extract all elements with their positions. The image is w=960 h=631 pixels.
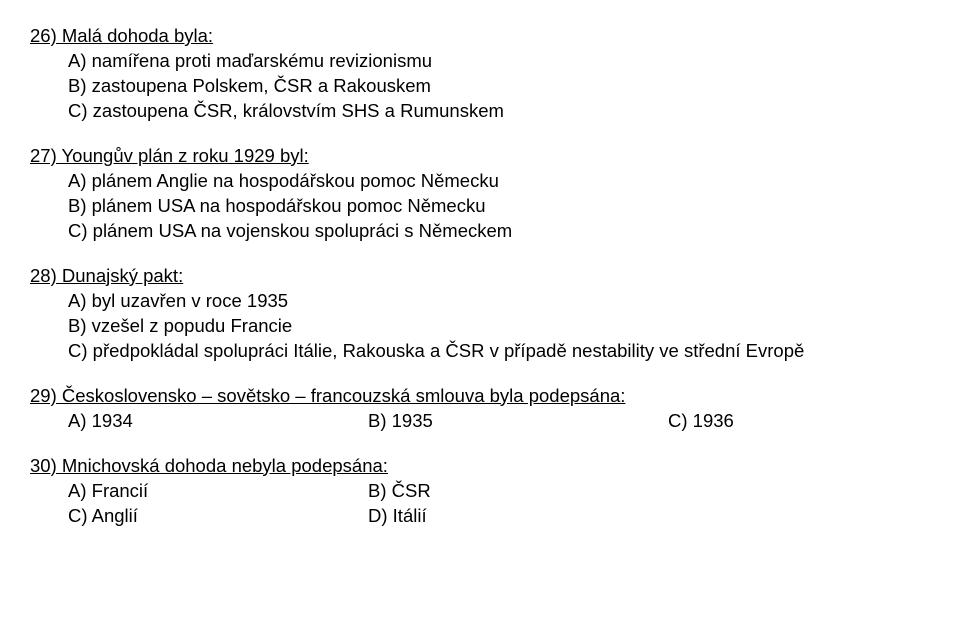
question-27-option-a: A) plánem Anglie na hospodářskou pomoc N… (30, 169, 930, 194)
question-30-options-row-2: C) Anglií D) Itálií (30, 504, 930, 529)
question-26-title: 26) Malá dohoda byla: (30, 24, 930, 49)
question-27-option-b: B) plánem USA na hospodářskou pomoc Něme… (30, 194, 930, 219)
question-28: 28) Dunajský pakt: A) byl uzavřen v roce… (30, 264, 930, 364)
question-26: 26) Malá dohoda byla: A) namířena proti … (30, 24, 930, 124)
question-29-option-b: B) 1935 (368, 409, 668, 434)
question-30-option-d: D) Itálií (368, 504, 668, 529)
question-26-option-c: C) zastoupena ČSR, královstvím SHS a Rum… (30, 99, 930, 124)
question-28-option-a: A) byl uzavřen v roce 1935 (30, 289, 930, 314)
question-26-option-a: A) namířena proti maďarskému revizionism… (30, 49, 930, 74)
question-30-options-row-1: A) Francií B) ČSR (30, 479, 930, 504)
question-27-option-c: C) plánem USA na vojenskou spolupráci s … (30, 219, 930, 244)
question-28-option-c: C) předpokládal spolupráci Itálie, Rakou… (30, 339, 930, 364)
question-28-title: 28) Dunajský pakt: (30, 264, 930, 289)
question-27-title: 27) Youngův plán z roku 1929 byl: (30, 144, 930, 169)
question-30-option-a: A) Francií (68, 479, 368, 504)
question-26-option-b: B) zastoupena Polskem, ČSR a Rakouskem (30, 74, 930, 99)
question-29: 29) Československo – sovětsko – francouz… (30, 384, 930, 434)
question-29-option-c: C) 1936 (668, 409, 868, 434)
question-30: 30) Mnichovská dohoda nebyla podepsána: … (30, 454, 930, 529)
question-27: 27) Youngův plán z roku 1929 byl: A) plá… (30, 144, 930, 244)
question-29-options-row: A) 1934 B) 1935 C) 1936 (30, 409, 930, 434)
question-30-title: 30) Mnichovská dohoda nebyla podepsána: (30, 454, 930, 479)
question-29-title: 29) Československo – sovětsko – francouz… (30, 384, 930, 409)
question-29-option-a: A) 1934 (68, 409, 368, 434)
question-30-option-b: B) ČSR (368, 479, 668, 504)
question-30-option-c: C) Anglií (68, 504, 368, 529)
question-28-option-b: B) vzešel z popudu Francie (30, 314, 930, 339)
